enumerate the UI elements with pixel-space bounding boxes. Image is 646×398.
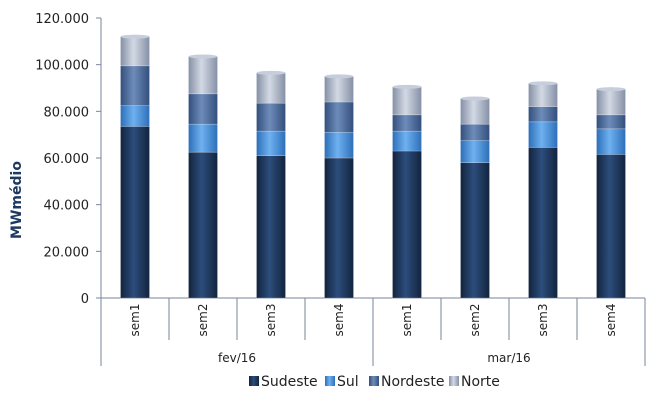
- bar-segment-norte-1: [120, 36, 150, 67]
- bar-cap: [324, 74, 354, 79]
- y-tick-label: 100.000: [35, 59, 89, 74]
- bar-segment-sul-8: [596, 128, 626, 155]
- bar-segment-sul-5: [392, 130, 422, 152]
- bar-cap: [256, 70, 286, 75]
- x-group-label: mar/16: [487, 351, 530, 365]
- bar-segment-norte-4: [324, 76, 354, 103]
- bar-segment-norte-2: [188, 56, 218, 95]
- y-tick-label: 40.000: [44, 199, 90, 214]
- bar-cap: [392, 84, 422, 89]
- bar-segment-sudeste-1: [120, 126, 150, 299]
- y-tick-label: 20.000: [44, 245, 90, 260]
- x-tick-label: sem2: [468, 304, 482, 337]
- bar-cap: [120, 34, 150, 39]
- bar-segment-norte-7: [528, 83, 558, 107]
- bar-segment-sudeste-4: [324, 157, 354, 299]
- y-tick-label: 120.000: [35, 12, 89, 27]
- legend-swatch-norte: [449, 376, 459, 386]
- bar-segment-nordeste-8: [596, 114, 626, 130]
- bar-cap: [460, 96, 490, 101]
- x-tick-label: sem4: [332, 304, 346, 337]
- bar-segment-norte-6: [460, 98, 490, 125]
- legend-swatch-sudeste: [249, 376, 259, 386]
- legend-label-nordeste: Nordeste: [381, 374, 444, 390]
- bar-segment-norte-8: [596, 88, 626, 116]
- x-tick-label: sem2: [196, 304, 210, 337]
- y-axis-title: MWmédio: [9, 161, 25, 239]
- bar-segment-nordeste-3: [256, 102, 286, 132]
- legend: Sudeste Sul Nordeste Norte: [249, 374, 500, 390]
- legend-label-sul: Sul: [337, 374, 359, 390]
- bar-segment-sul-3: [256, 130, 286, 156]
- bar-segment-nordeste-1: [120, 65, 150, 106]
- legend-swatch-sul: [325, 376, 335, 386]
- bar-segment-sudeste-7: [528, 147, 558, 299]
- bar-segment-sudeste-2: [188, 151, 218, 299]
- bar-segment-sudeste-8: [596, 154, 626, 299]
- y-tick-label: 0: [81, 292, 89, 307]
- axes: [96, 17, 646, 366]
- x-group-label: fev/16: [218, 351, 256, 365]
- bar-segment-nordeste-6: [460, 123, 490, 141]
- bar-segment-norte-3: [256, 72, 286, 104]
- y-tick-label: 60.000: [44, 152, 90, 167]
- legend-label-sudeste: Sudeste: [261, 374, 318, 390]
- bar-segment-sudeste-6: [460, 162, 490, 299]
- bar-segment-nordeste-7: [528, 106, 558, 123]
- bar-segment-sul-1: [120, 105, 150, 127]
- bar-segment-sul-7: [528, 121, 558, 148]
- x-tick-label: sem3: [264, 304, 278, 337]
- bar-segment-nordeste-4: [324, 101, 354, 133]
- bar-cap: [188, 54, 218, 59]
- bar-segment-sudeste-3: [256, 155, 286, 299]
- legend-swatch-nordeste: [369, 376, 379, 386]
- bar-segment-norte-5: [392, 86, 422, 116]
- bar-cap: [528, 81, 558, 86]
- bar-segment-sul-4: [324, 132, 354, 159]
- x-tick-label: sem3: [536, 304, 550, 337]
- bar-segment-nordeste-2: [188, 93, 218, 125]
- bar-segment-sudeste-5: [392, 150, 422, 299]
- legend-label-norte: Norte: [461, 374, 500, 390]
- bar-segment-sul-6: [460, 140, 490, 163]
- bar-segment-nordeste-5: [392, 114, 422, 132]
- bar-cap: [596, 87, 626, 92]
- x-tick-label: sem4: [604, 304, 618, 337]
- bar-segment-sul-2: [188, 123, 218, 153]
- y-tick-label: 80.000: [44, 105, 90, 120]
- bars: [120, 34, 626, 299]
- x-tick-label: sem1: [128, 304, 142, 337]
- axis-labels: 0 20.000 40.000 60.000 80.000 100.000 120.000 M…: [9, 12, 618, 365]
- x-tick-label: sem1: [400, 304, 414, 337]
